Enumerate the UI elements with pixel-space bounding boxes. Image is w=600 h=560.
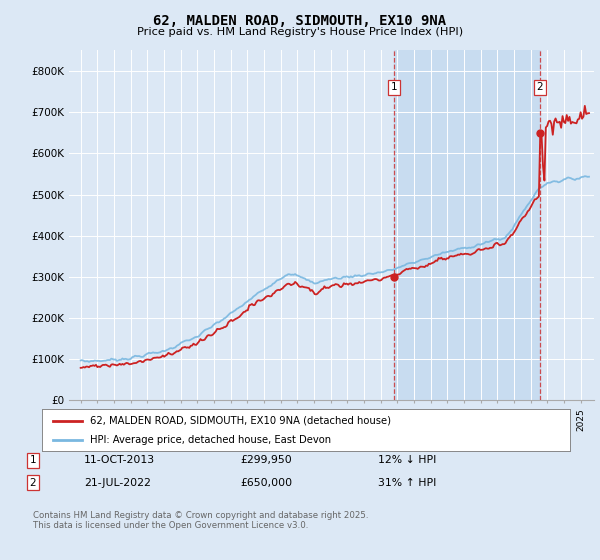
Text: 62, MALDEN ROAD, SIDMOUTH, EX10 9NA (detached house): 62, MALDEN ROAD, SIDMOUTH, EX10 9NA (det… xyxy=(89,416,391,426)
Text: 11-OCT-2013: 11-OCT-2013 xyxy=(84,455,155,465)
Text: 31% ↑ HPI: 31% ↑ HPI xyxy=(378,478,436,488)
Text: 1: 1 xyxy=(391,82,397,92)
Text: £299,950: £299,950 xyxy=(240,455,292,465)
Text: 2: 2 xyxy=(536,82,543,92)
Text: Contains HM Land Registry data © Crown copyright and database right 2025.
This d: Contains HM Land Registry data © Crown c… xyxy=(33,511,368,530)
Text: HPI: Average price, detached house, East Devon: HPI: Average price, detached house, East… xyxy=(89,435,331,445)
Text: 2: 2 xyxy=(29,478,37,488)
Text: 1: 1 xyxy=(29,455,37,465)
Text: Price paid vs. HM Land Registry's House Price Index (HPI): Price paid vs. HM Land Registry's House … xyxy=(137,27,463,37)
Text: 62, MALDEN ROAD, SIDMOUTH, EX10 9NA: 62, MALDEN ROAD, SIDMOUTH, EX10 9NA xyxy=(154,14,446,28)
Text: 21-JUL-2022: 21-JUL-2022 xyxy=(84,478,151,488)
Text: £650,000: £650,000 xyxy=(240,478,292,488)
Bar xyxy=(394,50,539,400)
Text: 12% ↓ HPI: 12% ↓ HPI xyxy=(378,455,436,465)
